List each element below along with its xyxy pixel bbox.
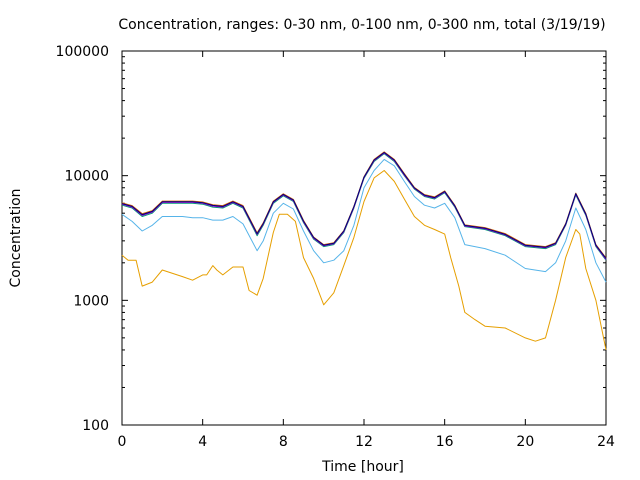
series-line-1 <box>121 170 607 350</box>
x-tick-label: 4 <box>198 434 207 450</box>
chart-title: Concentration, ranges: 0-30 nm, 0-100 nm… <box>118 17 605 33</box>
x-axis-label: Time [hour] <box>321 459 404 475</box>
plot-frame <box>121 50 607 426</box>
series-line-8 <box>121 152 607 259</box>
x-tick-label: 20 <box>516 434 534 450</box>
series-line-3 <box>121 153 607 261</box>
x-tick-label: 8 <box>279 434 288 450</box>
axis-ticks: 0 4 8 12 16 20 24 100 1000 10000 100000 <box>56 44 615 450</box>
series-group <box>121 151 607 350</box>
y-tick-label: 100 <box>82 418 109 434</box>
x-tick-label: 12 <box>355 434 373 450</box>
x-tick-label: 0 <box>118 434 127 450</box>
x-tick-label: 24 <box>597 434 615 450</box>
series-line-6 <box>121 151 607 259</box>
series-line-4 <box>121 152 607 260</box>
y-axis-label: Concentration <box>8 188 24 287</box>
series-line-5 <box>121 151 607 259</box>
series-line-7 <box>121 152 607 260</box>
series-line-2 <box>121 158 607 283</box>
y-tick-label: 10000 <box>64 169 109 185</box>
y-tick-label: 100000 <box>56 44 109 60</box>
y-tick-label: 1000 <box>73 293 109 309</box>
x-tick-label: 16 <box>436 434 454 450</box>
